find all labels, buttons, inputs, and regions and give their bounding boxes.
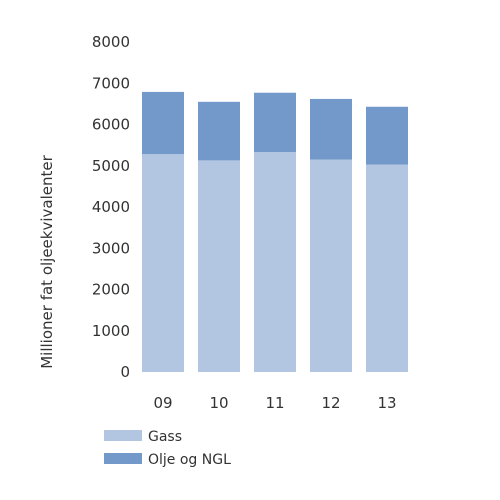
y-tick-label: 2000 (92, 281, 130, 299)
bar-segment-olje-og-ngl (254, 92, 296, 153)
y-tick-label: 3000 (92, 239, 130, 257)
bar-segment-olje-og-ngl (310, 98, 352, 160)
y-tick-label: 4000 (92, 198, 130, 216)
y-tick-label: 0 (120, 363, 130, 381)
bar-segment-olje-og-ngl (366, 106, 408, 165)
legend-swatch (104, 453, 142, 464)
bars (142, 91, 408, 372)
bar-segment-gass (310, 159, 352, 372)
bar-segment-olje-og-ngl (142, 91, 184, 155)
x-axis-ticks: 09 10 11 12 13 (153, 394, 396, 412)
bar-segment-gass (198, 160, 240, 372)
y-axis-title: Millioner fat oljeekvivalenter (38, 154, 56, 368)
legend-swatch (104, 430, 142, 441)
legend-label: Gass (148, 429, 182, 445)
y-tick-label: 6000 (92, 116, 130, 134)
x-tick-label: 11 (265, 394, 284, 412)
bar-segment-gass (366, 164, 408, 372)
y-tick-label: 5000 (92, 157, 130, 175)
legend-label: Olje og NGL (148, 452, 231, 468)
x-tick-label: 09 (153, 394, 172, 412)
x-tick-label: 10 (209, 394, 228, 412)
bar-segment-gass (254, 152, 296, 372)
legend: Gass Olje og NGL (104, 429, 231, 468)
y-tick-label: 8000 (92, 33, 130, 51)
y-axis-ticks: 0 1000 2000 3000 4000 5000 6000 7000 8000 (92, 33, 130, 381)
bar-segment-olje-og-ngl (198, 101, 240, 161)
x-tick-label: 12 (321, 394, 340, 412)
bar-segment-gass (142, 154, 184, 372)
y-tick-label: 1000 (92, 322, 130, 340)
y-tick-label: 7000 (92, 74, 130, 92)
x-tick-label: 13 (377, 394, 396, 412)
